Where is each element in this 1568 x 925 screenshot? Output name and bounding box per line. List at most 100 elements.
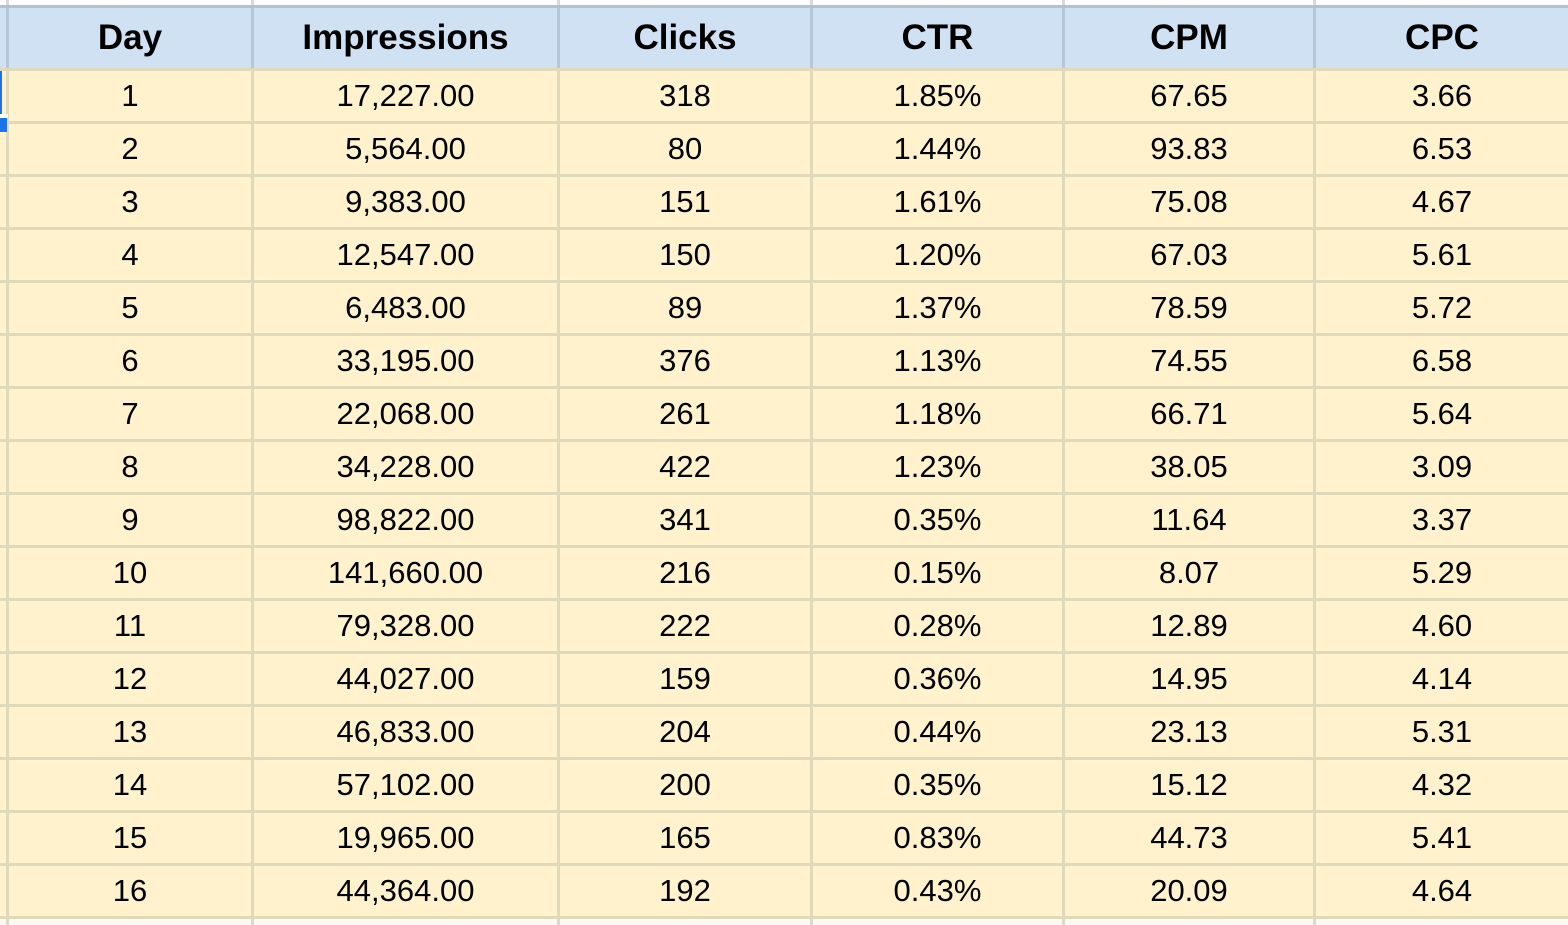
cell-col-a[interactable] bbox=[0, 124, 9, 174]
header-cell-impressions[interactable]: Impressions bbox=[254, 8, 560, 68]
cell-cpm[interactable]: 12.89 bbox=[1065, 601, 1316, 651]
cell-impressions[interactable]: 5,564.00 bbox=[254, 124, 560, 174]
cell-day[interactable]: 1 bbox=[9, 71, 254, 121]
header-cell-col-a[interactable] bbox=[0, 8, 9, 68]
cell-day[interactable]: 3 bbox=[9, 177, 254, 227]
cell-cpm[interactable]: 15.12 bbox=[1065, 760, 1316, 810]
header-cell-day[interactable]: Day bbox=[9, 8, 254, 68]
cell-cpm[interactable]: 67.65 bbox=[1065, 71, 1316, 121]
cell-day[interactable]: 13 bbox=[9, 707, 254, 757]
cell-cpm[interactable]: 93.83 bbox=[1065, 124, 1316, 174]
cell-col-a[interactable] bbox=[0, 336, 9, 386]
cell-cpc[interactable]: 5.29 bbox=[1316, 548, 1568, 598]
cell-col-a[interactable] bbox=[0, 71, 9, 121]
cell-impressions[interactable]: 12,547.00 bbox=[254, 230, 560, 280]
cell-ctr[interactable]: 1.85% bbox=[813, 71, 1065, 121]
cell-ctr[interactable]: 1.18% bbox=[813, 389, 1065, 439]
cell-impressions[interactable]: 98,822.00 bbox=[254, 495, 560, 545]
cell-impressions[interactable]: 141,660.00 bbox=[254, 548, 560, 598]
cell-ctr[interactable]: 0.28% bbox=[813, 601, 1065, 651]
cell-ctr[interactable]: 1.23% bbox=[813, 442, 1065, 492]
cell-col-a[interactable] bbox=[0, 177, 9, 227]
cell-cpc[interactable]: 3.37 bbox=[1316, 495, 1568, 545]
cell-cpm[interactable]: 20.09 bbox=[1065, 866, 1316, 916]
header-cell-ctr[interactable]: CTR bbox=[813, 8, 1065, 68]
header-cell-cpc[interactable]: CPC bbox=[1316, 8, 1568, 68]
cell-cpc[interactable]: 4.64 bbox=[1316, 866, 1568, 916]
header-cell-clicks[interactable]: Clicks bbox=[560, 8, 813, 68]
cell-day[interactable]: 14 bbox=[9, 760, 254, 810]
cell-impressions[interactable]: 44,027.00 bbox=[254, 654, 560, 704]
cell-ctr[interactable]: 1.20% bbox=[813, 230, 1065, 280]
cell-ctr[interactable]: 1.61% bbox=[813, 177, 1065, 227]
cell-clicks[interactable]: 376 bbox=[560, 336, 813, 386]
cell-cpm[interactable]: 11.64 bbox=[1065, 495, 1316, 545]
cell-day[interactable]: 6 bbox=[9, 336, 254, 386]
cell-clicks[interactable]: 150 bbox=[560, 230, 813, 280]
cell-cpc[interactable]: 5.31 bbox=[1316, 707, 1568, 757]
cell-ctr[interactable]: 0.35% bbox=[813, 495, 1065, 545]
cell-cpm[interactable]: 67.03 bbox=[1065, 230, 1316, 280]
cell-day[interactable]: 8 bbox=[9, 442, 254, 492]
cell-clicks[interactable]: 151 bbox=[560, 177, 813, 227]
cell-clicks[interactable]: 80 bbox=[560, 124, 813, 174]
cell-clicks[interactable]: 216 bbox=[560, 548, 813, 598]
cell-cpc[interactable]: 5.61 bbox=[1316, 230, 1568, 280]
header-cell-cpm[interactable]: CPM bbox=[1065, 8, 1316, 68]
cell-clicks[interactable]: 341 bbox=[560, 495, 813, 545]
cell-cpc[interactable]: 5.41 bbox=[1316, 813, 1568, 863]
cell-clicks[interactable]: 222 bbox=[560, 601, 813, 651]
cell-cpc[interactable]: 5.64 bbox=[1316, 389, 1568, 439]
cell-impressions[interactable]: 79,328.00 bbox=[254, 601, 560, 651]
cell-cpm[interactable]: 14.95 bbox=[1065, 654, 1316, 704]
cell-impressions[interactable]: 44,364.00 bbox=[254, 866, 560, 916]
cell-cpc[interactable]: 4.14 bbox=[1316, 654, 1568, 704]
selection-fill-handle[interactable] bbox=[0, 118, 7, 132]
cell-clicks[interactable]: 318 bbox=[560, 71, 813, 121]
cell-cpc[interactable]: 4.67 bbox=[1316, 177, 1568, 227]
cell-cpc[interactable]: 4.32 bbox=[1316, 760, 1568, 810]
cell-clicks[interactable]: 165 bbox=[560, 813, 813, 863]
cell-impressions[interactable]: 22,068.00 bbox=[254, 389, 560, 439]
cell-ctr[interactable]: 0.44% bbox=[813, 707, 1065, 757]
cell-cpm[interactable]: 44.73 bbox=[1065, 813, 1316, 863]
cell-day[interactable]: 12 bbox=[9, 654, 254, 704]
cell-impressions[interactable]: 33,195.00 bbox=[254, 336, 560, 386]
cell-day[interactable]: 9 bbox=[9, 495, 254, 545]
cell-clicks[interactable]: 200 bbox=[560, 760, 813, 810]
cell-cpm[interactable]: 78.59 bbox=[1065, 283, 1316, 333]
cell-col-a[interactable] bbox=[0, 495, 9, 545]
cell-day[interactable]: 4 bbox=[9, 230, 254, 280]
cell-col-a[interactable] bbox=[0, 548, 9, 598]
cell-cpm[interactable]: 23.13 bbox=[1065, 707, 1316, 757]
cell-cpm[interactable]: 38.05 bbox=[1065, 442, 1316, 492]
cell-ctr[interactable]: 0.43% bbox=[813, 866, 1065, 916]
cell-clicks[interactable]: 261 bbox=[560, 389, 813, 439]
cell-cpm[interactable]: 8.07 bbox=[1065, 548, 1316, 598]
cell-col-a[interactable] bbox=[0, 230, 9, 280]
cell-ctr[interactable]: 0.83% bbox=[813, 813, 1065, 863]
cell-day[interactable]: 10 bbox=[9, 548, 254, 598]
cell-clicks[interactable]: 192 bbox=[560, 866, 813, 916]
cell-cpm[interactable]: 66.71 bbox=[1065, 389, 1316, 439]
cell-cpc[interactable]: 5.72 bbox=[1316, 283, 1568, 333]
cell-impressions[interactable]: 9,383.00 bbox=[254, 177, 560, 227]
cell-cpc[interactable]: 3.66 bbox=[1316, 71, 1568, 121]
cell-ctr[interactable]: 1.13% bbox=[813, 336, 1065, 386]
cell-impressions[interactable]: 17,227.00 bbox=[254, 71, 560, 121]
cell-day[interactable]: 2 bbox=[9, 124, 254, 174]
cell-col-a[interactable] bbox=[0, 813, 9, 863]
cell-cpc[interactable]: 4.60 bbox=[1316, 601, 1568, 651]
cell-cpc[interactable]: 6.58 bbox=[1316, 336, 1568, 386]
cell-cpm[interactable]: 74.55 bbox=[1065, 336, 1316, 386]
cell-impressions[interactable]: 19,965.00 bbox=[254, 813, 560, 863]
cell-day[interactable]: 15 bbox=[9, 813, 254, 863]
cell-col-a[interactable] bbox=[0, 283, 9, 333]
cell-col-a[interactable] bbox=[0, 601, 9, 651]
cell-cpc[interactable]: 6.53 bbox=[1316, 124, 1568, 174]
cell-clicks[interactable]: 89 bbox=[560, 283, 813, 333]
cell-day[interactable]: 11 bbox=[9, 601, 254, 651]
cell-col-a[interactable] bbox=[0, 654, 9, 704]
cell-ctr[interactable]: 0.35% bbox=[813, 760, 1065, 810]
cell-col-a[interactable] bbox=[0, 389, 9, 439]
